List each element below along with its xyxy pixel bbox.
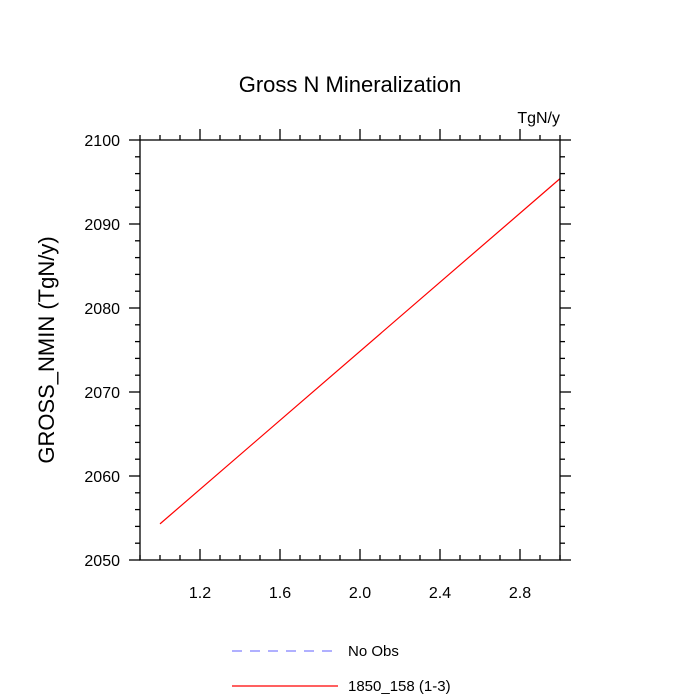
series-line xyxy=(159,178,561,525)
legend-label: 1850_158 (1-3) xyxy=(348,678,451,695)
legend-label: No Obs xyxy=(348,643,399,660)
major-ticks xyxy=(129,129,571,561)
x-tick-label: 2.4 xyxy=(429,585,451,602)
x-tick-label: 1.2 xyxy=(189,585,211,602)
x-tick-label: 1.6 xyxy=(269,585,291,602)
y-tick-label: 2100 xyxy=(84,133,120,150)
x-tick-label: 2.8 xyxy=(509,585,531,602)
legend: No Obs 1850_158 (1-3) xyxy=(232,643,451,695)
plot-frame xyxy=(139,139,561,561)
y-tick-label: 2080 xyxy=(84,301,120,318)
y-tick-label: 2070 xyxy=(84,385,120,402)
tick-labels: 1.2 1.6 2.0 2.4 2.8 2050 2060 2070 2080 2090 2100 xyxy=(84,133,531,602)
y-tick-label: 2060 xyxy=(84,469,120,486)
y-axis-label: GROSS_NMIN (TgN/y) xyxy=(34,236,59,463)
y-tick-label: 2090 xyxy=(84,217,120,234)
minor-ticks xyxy=(135,135,565,560)
units-label: TgN/y xyxy=(517,110,560,127)
y-tick-label: 2050 xyxy=(84,553,120,570)
chart-title: Gross N Mineralization xyxy=(239,72,462,97)
x-tick-label: 2.0 xyxy=(349,585,371,602)
series-lines xyxy=(159,178,561,525)
